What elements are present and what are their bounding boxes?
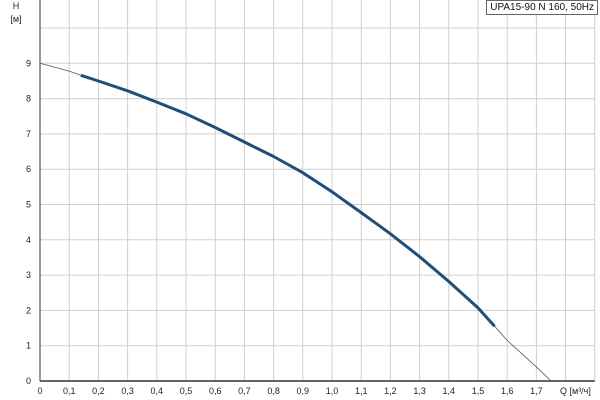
x-tick-label: 0 — [37, 386, 42, 396]
x-axis-label: Q [м³/ч] — [560, 386, 591, 396]
x-tick-label: 1,6 — [501, 386, 514, 396]
x-tick-label: 0,9 — [297, 386, 310, 396]
y-tick-label: 3 — [26, 270, 31, 280]
y-tick-label: 0 — [26, 376, 31, 386]
y-axis-label: H — [13, 1, 20, 11]
x-tick-label: 1,3 — [413, 386, 426, 396]
y-tick-label: 8 — [26, 94, 31, 104]
y-axis-unit: [м] — [10, 14, 21, 24]
y-tick-label: 7 — [26, 129, 31, 139]
x-tick-label: 1,7 — [530, 386, 543, 396]
legend: UPA15-90 N 160, 50Hz — [486, 0, 598, 15]
x-tick-label: 0,6 — [209, 386, 222, 396]
x-tick-label: 0,8 — [267, 386, 280, 396]
x-tick-label: 1,5 — [472, 386, 485, 396]
y-tick-label: 1 — [26, 341, 31, 351]
x-tick-label: 1,0 — [326, 386, 339, 396]
y-tick-label: 6 — [26, 164, 31, 174]
y-tick-label: 9 — [26, 58, 31, 68]
x-tick-label: 0,5 — [180, 386, 193, 396]
x-tick-label: 0,3 — [121, 386, 134, 396]
x-tick-label: 1,2 — [384, 386, 397, 396]
x-tick-label: 0,1 — [63, 386, 76, 396]
x-tick-label: 1,4 — [443, 386, 456, 396]
curve-extension — [39, 62, 552, 382]
x-tick-label: 0,4 — [151, 386, 164, 396]
curve-operating-range — [80, 73, 496, 328]
y-tick-label: 5 — [26, 200, 31, 210]
y-tick-label: 2 — [26, 305, 31, 315]
x-tick-label: 0,7 — [238, 386, 251, 396]
x-tick-label: 1,1 — [355, 386, 368, 396]
x-tick-label: 0,2 — [92, 386, 105, 396]
y-tick-label: 4 — [26, 235, 31, 245]
